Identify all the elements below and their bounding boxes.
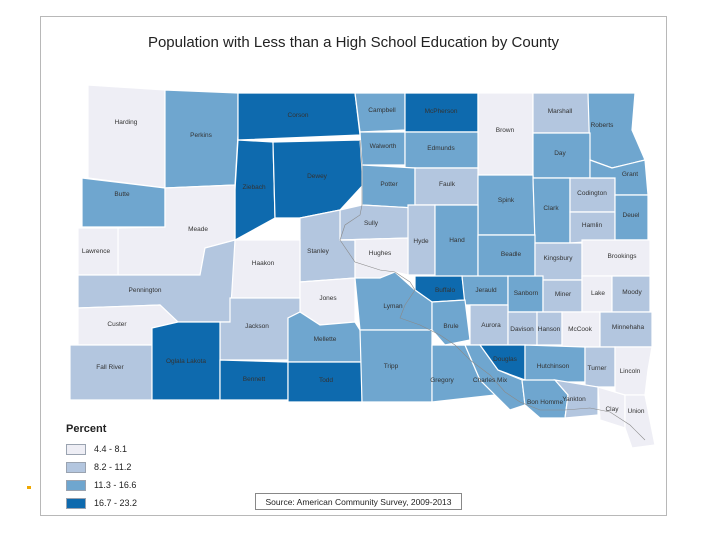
county-label-oglala-lakota: Oglala Lakota [166, 358, 206, 365]
county-label-bennett: Bennett [243, 376, 266, 383]
legend-item: 11.3 - 16.6 [66, 478, 136, 492]
county-label-sanborn: Sanborn [514, 290, 539, 297]
county-label-todd: Todd [319, 377, 333, 384]
legend-swatch [66, 479, 86, 491]
county-label-hamlin: Hamlin [582, 222, 603, 229]
county-label-day: Day [554, 150, 566, 157]
county-label-mccook: McCook [568, 326, 593, 333]
county-label-aurora: Aurora [481, 322, 501, 329]
county-label-perkins: Perkins [190, 132, 212, 139]
county-label-hughes: Hughes [369, 250, 392, 257]
county-label-lincoln: Lincoln [620, 368, 641, 375]
county-label-brule: Brule [443, 323, 459, 330]
county-label-fall-river: Fall River [96, 364, 124, 371]
county-label-edmunds: Edmunds [427, 145, 455, 152]
county-label-potter: Potter [380, 181, 398, 188]
county-label-clay: Clay [605, 406, 619, 413]
county-label-jones: Jones [319, 295, 337, 302]
county-label-hanson: Hanson [538, 326, 561, 333]
county-label-jackson: Jackson [245, 323, 269, 330]
county-label-hand: Hand [449, 237, 465, 244]
county-ziebach [234, 139, 276, 242]
legend-swatch [66, 443, 86, 455]
county-label-yankton: Yankton [562, 396, 586, 403]
legend-title: Percent [66, 423, 107, 435]
county-label-buffalo: Buffalo [435, 287, 456, 294]
county-fall-river [69, 344, 153, 401]
county-label-pennington: Pennington [129, 287, 162, 294]
county-label-beadle: Beadle [501, 251, 522, 258]
county-label-corson: Corson [288, 112, 309, 119]
county-label-walworth: Walworth [370, 143, 397, 150]
county-label-grant: Grant [622, 171, 638, 178]
legend-label: 11.3 - 16.6 [94, 480, 137, 490]
county-label-gregory: Gregory [430, 377, 454, 384]
county-label-tripp: Tripp [384, 363, 399, 370]
county-label-butte: Butte [114, 191, 130, 198]
county-label-mellette: Mellette [314, 336, 337, 343]
slide-marker [27, 486, 31, 489]
county-label-minnehaha: Minnehaha [612, 324, 645, 331]
county-label-union: Union [628, 408, 645, 415]
county-label-ziebach: Ziebach [242, 184, 266, 191]
county-label-clark: Clark [543, 205, 559, 212]
county-label-bon-homme: Bon Homme [527, 399, 564, 406]
county-brown [477, 92, 534, 176]
county-label-marshall: Marshall [548, 108, 573, 115]
county-brule [431, 299, 471, 346]
county-label-douglas: Douglas [493, 356, 518, 363]
county-label-haakon: Haakon [252, 260, 275, 267]
county-label-jerauld: Jerauld [475, 287, 497, 294]
county-label-harding: Harding [115, 119, 138, 126]
legend-label: 8.2 - 11.2 [94, 462, 132, 472]
county-label-deuel: Deuel [623, 212, 641, 219]
county-label-brown: Brown [496, 127, 515, 134]
missouri-river [339, 139, 646, 441]
county-haakon [229, 239, 301, 299]
county-label-kingsbury: Kingsbury [544, 255, 574, 262]
county-label-roberts: Roberts [591, 122, 615, 129]
county-label-dewey: Dewey [307, 173, 328, 180]
county-label-brookings: Brookings [608, 253, 638, 260]
county-label-sully: Sully [364, 220, 379, 227]
legend-item: 16.7 - 23.2 [66, 496, 137, 510]
county-label-stanley: Stanley [307, 248, 329, 255]
county-label-hyde: Hyde [413, 238, 429, 245]
county-label-moody: Moody [622, 289, 642, 296]
county-label-charles-mix: Charles Mix [473, 377, 508, 384]
county-label-hutchinson: Hutchinson [537, 363, 570, 370]
county-harding [87, 84, 166, 189]
legend-label: 4.4 - 8.1 [94, 444, 128, 454]
legend-item: 4.4 - 8.1 [66, 442, 127, 456]
county-label-faulk: Faulk [439, 181, 456, 188]
county-perkins [164, 89, 239, 189]
county-label-custer: Custer [107, 321, 127, 328]
county-label-turner: Turner [588, 365, 608, 372]
county-label-lyman: Lyman [383, 303, 403, 310]
county-label-lake: Lake [591, 290, 605, 297]
legend-label: 16.7 - 23.2 [94, 498, 138, 508]
county-label-campbell: Campbell [368, 107, 396, 114]
legend-item: 8.2 - 11.2 [66, 460, 131, 474]
county-label-lawrence: Lawrence [82, 248, 111, 255]
county-label-miner: Miner [555, 291, 572, 298]
county-label-meade: Meade [188, 226, 208, 233]
county-label-codington: Codington [577, 190, 607, 197]
legend-swatch [66, 497, 86, 509]
legend-swatch [66, 461, 86, 473]
county-label-spink: Spink [498, 197, 515, 204]
county-union [624, 394, 656, 449]
county-lincoln [614, 346, 653, 396]
county-spink [477, 174, 536, 236]
county-label-davison: Davison [510, 326, 534, 333]
county-label-mcpherson: McPherson [425, 108, 458, 115]
source-note: Source: American Community Survey, 2009-… [255, 493, 462, 510]
county-roberts [587, 92, 646, 169]
map-title: Population with Less than a High School … [147, 34, 560, 51]
